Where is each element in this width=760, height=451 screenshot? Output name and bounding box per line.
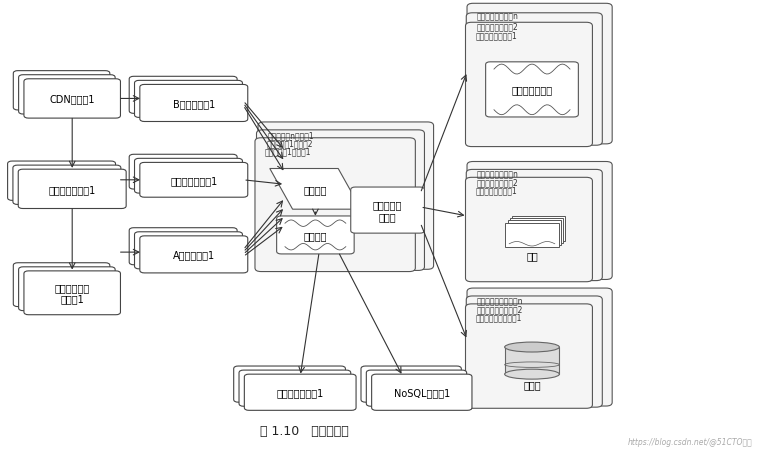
FancyBboxPatch shape bbox=[372, 374, 472, 410]
Ellipse shape bbox=[505, 369, 559, 379]
FancyBboxPatch shape bbox=[13, 166, 121, 205]
FancyBboxPatch shape bbox=[361, 366, 461, 402]
FancyBboxPatch shape bbox=[129, 155, 237, 189]
Text: 分布式文件服务器1: 分布式文件服务器1 bbox=[476, 186, 517, 195]
Text: 分布式服务n服务器1: 分布式服务n服务器1 bbox=[268, 131, 315, 140]
Text: 本地缓存: 本地缓存 bbox=[304, 230, 327, 240]
Polygon shape bbox=[270, 169, 361, 210]
FancyBboxPatch shape bbox=[466, 296, 602, 407]
Text: 分布式数据库服务器n: 分布式数据库服务器n bbox=[477, 297, 524, 305]
FancyBboxPatch shape bbox=[258, 123, 433, 270]
FancyBboxPatch shape bbox=[129, 77, 237, 114]
Text: 数据库: 数据库 bbox=[523, 379, 541, 389]
FancyBboxPatch shape bbox=[351, 188, 424, 234]
FancyBboxPatch shape bbox=[466, 14, 602, 146]
FancyBboxPatch shape bbox=[140, 85, 248, 122]
Text: 统一数据访
问模块: 统一数据访 问模块 bbox=[373, 200, 402, 221]
Text: 反向代理服务器1: 反向代理服务器1 bbox=[49, 184, 96, 194]
FancyBboxPatch shape bbox=[465, 23, 592, 147]
Bar bbox=[505, 347, 559, 374]
Text: 分布式缓存服务器n: 分布式缓存服务器n bbox=[477, 12, 519, 21]
Text: 远程分布式缓存: 远程分布式缓存 bbox=[511, 85, 553, 95]
FancyBboxPatch shape bbox=[18, 75, 116, 115]
FancyBboxPatch shape bbox=[467, 162, 612, 280]
FancyBboxPatch shape bbox=[129, 228, 237, 265]
Text: 图 1.10   分布式服务: 图 1.10 分布式服务 bbox=[260, 424, 348, 437]
FancyBboxPatch shape bbox=[366, 370, 467, 406]
FancyBboxPatch shape bbox=[465, 304, 592, 409]
FancyBboxPatch shape bbox=[135, 232, 242, 269]
Text: 分布式数据库服务器1: 分布式数据库服务器1 bbox=[476, 312, 522, 321]
Text: 分布式文件服务器2: 分布式文件服务器2 bbox=[476, 178, 518, 187]
FancyBboxPatch shape bbox=[486, 63, 578, 118]
FancyBboxPatch shape bbox=[135, 159, 242, 193]
Text: 文件: 文件 bbox=[526, 251, 538, 261]
FancyBboxPatch shape bbox=[256, 130, 424, 271]
FancyBboxPatch shape bbox=[467, 5, 612, 144]
FancyBboxPatch shape bbox=[508, 221, 561, 246]
Text: NoSQL服务器1: NoSQL服务器1 bbox=[394, 387, 450, 397]
Text: 分布式服务1服务器1: 分布式服务1服务器1 bbox=[265, 147, 312, 156]
Text: 消息队列服务器1: 消息队列服务器1 bbox=[170, 175, 217, 185]
FancyBboxPatch shape bbox=[14, 263, 110, 307]
FancyBboxPatch shape bbox=[140, 236, 248, 273]
FancyBboxPatch shape bbox=[467, 289, 612, 406]
FancyBboxPatch shape bbox=[14, 71, 110, 110]
FancyBboxPatch shape bbox=[18, 170, 126, 209]
FancyBboxPatch shape bbox=[277, 216, 354, 254]
FancyBboxPatch shape bbox=[245, 374, 356, 410]
Text: https://blog.csdn.net/@51CTO博客: https://blog.csdn.net/@51CTO博客 bbox=[628, 437, 752, 446]
Text: 应用程序: 应用程序 bbox=[304, 184, 327, 194]
Text: 分布式缓存服务器2: 分布式缓存服务器2 bbox=[476, 22, 518, 31]
FancyBboxPatch shape bbox=[255, 138, 415, 272]
Text: 分布式服务1服务器2: 分布式服务1服务器2 bbox=[267, 138, 313, 147]
Text: 搜索引擎服务器1: 搜索引擎服务器1 bbox=[277, 387, 324, 397]
Text: 负载均衡调度
服务器1: 负载均衡调度 服务器1 bbox=[55, 282, 90, 304]
FancyBboxPatch shape bbox=[18, 267, 116, 311]
FancyBboxPatch shape bbox=[510, 219, 563, 244]
FancyBboxPatch shape bbox=[512, 216, 565, 241]
FancyBboxPatch shape bbox=[140, 163, 248, 198]
FancyBboxPatch shape bbox=[24, 79, 120, 119]
Text: CDN服务器1: CDN服务器1 bbox=[49, 94, 95, 104]
FancyBboxPatch shape bbox=[465, 178, 592, 282]
Text: A应用服务器1: A应用服务器1 bbox=[173, 250, 215, 260]
FancyBboxPatch shape bbox=[239, 370, 351, 406]
Text: B应用服务器1: B应用服务器1 bbox=[173, 99, 215, 109]
Text: 分布式缓存服务器1: 分布式缓存服务器1 bbox=[476, 31, 517, 40]
Text: 分布式数据库服务器2: 分布式数据库服务器2 bbox=[476, 304, 523, 313]
FancyBboxPatch shape bbox=[234, 366, 345, 402]
Text: 分布式文件服务器n: 分布式文件服务器n bbox=[477, 170, 519, 179]
FancyBboxPatch shape bbox=[135, 81, 242, 118]
FancyBboxPatch shape bbox=[466, 170, 602, 281]
FancyBboxPatch shape bbox=[505, 223, 559, 248]
FancyBboxPatch shape bbox=[8, 161, 116, 201]
FancyBboxPatch shape bbox=[24, 272, 120, 315]
Ellipse shape bbox=[505, 342, 559, 352]
